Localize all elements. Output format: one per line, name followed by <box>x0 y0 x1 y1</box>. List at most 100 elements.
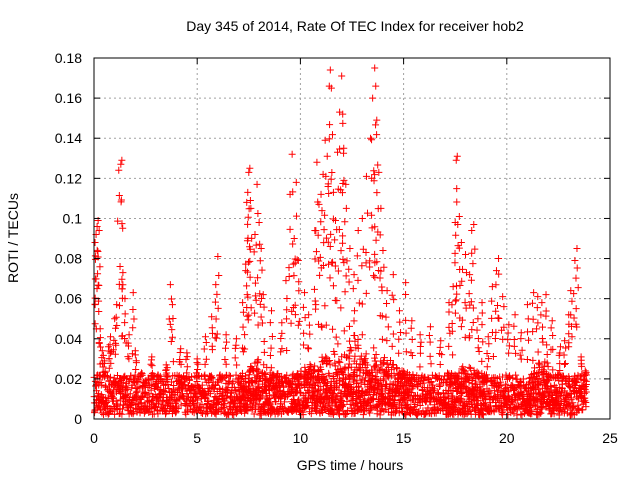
data-point <box>117 160 125 168</box>
data-point <box>225 378 233 386</box>
data-point <box>258 294 266 302</box>
data-point <box>317 190 325 198</box>
data-point <box>238 408 246 416</box>
data-point <box>251 230 259 238</box>
data-point <box>247 204 255 212</box>
data-point <box>543 350 551 358</box>
data-point <box>483 350 491 358</box>
data-point <box>111 410 119 418</box>
x-tick-label: 15 <box>396 430 412 446</box>
data-point <box>245 168 253 176</box>
data-point <box>206 373 214 381</box>
data-point <box>474 315 482 323</box>
data-point <box>198 381 206 389</box>
data-point <box>260 337 268 345</box>
data-point <box>169 358 177 366</box>
data-point <box>371 273 379 281</box>
data-point <box>91 382 99 390</box>
data-point <box>372 82 380 90</box>
data-point <box>331 236 339 244</box>
data-point <box>221 356 229 364</box>
data-point <box>331 350 339 358</box>
data-point <box>345 265 353 273</box>
data-point <box>306 361 314 369</box>
data-point <box>278 372 286 380</box>
data-point <box>356 365 364 373</box>
data-point <box>556 343 564 351</box>
data-point <box>168 326 176 334</box>
data-point <box>350 271 358 279</box>
data-point <box>561 360 569 368</box>
data-point <box>313 158 321 166</box>
data-point <box>491 335 499 343</box>
data-point <box>149 376 157 384</box>
data-point <box>291 311 299 319</box>
data-point <box>339 370 347 378</box>
data-point <box>334 340 342 348</box>
data-point <box>353 371 361 379</box>
data-point <box>294 321 302 329</box>
data-point <box>380 263 388 271</box>
data-point <box>197 409 205 417</box>
data-point <box>320 373 328 381</box>
data-point <box>468 226 476 234</box>
data-point <box>562 344 570 352</box>
data-point <box>91 300 99 308</box>
data-point <box>260 348 268 356</box>
data-point <box>451 259 459 267</box>
data-point <box>307 410 315 418</box>
data-point <box>388 342 396 350</box>
data-point <box>467 298 475 306</box>
data-point <box>383 360 391 368</box>
data-point <box>339 401 347 409</box>
data-point <box>395 349 403 357</box>
data-point <box>306 330 314 338</box>
data-point <box>517 355 525 363</box>
data-point <box>91 294 99 302</box>
data-point <box>250 410 258 418</box>
data-point <box>312 248 320 256</box>
data-point <box>129 306 137 314</box>
data-point <box>174 405 182 413</box>
data-point <box>574 404 582 412</box>
data-point <box>95 281 103 289</box>
data-point <box>108 393 116 401</box>
data-point <box>289 406 297 414</box>
data-point <box>119 224 127 232</box>
data-point <box>91 239 99 247</box>
data-point <box>329 409 337 417</box>
data-point <box>160 387 168 395</box>
data-point <box>338 403 346 411</box>
data-point <box>362 289 370 297</box>
data-point <box>537 311 545 319</box>
data-point <box>244 407 252 415</box>
data-point <box>97 343 105 351</box>
data-point <box>390 296 398 304</box>
data-point <box>574 284 582 292</box>
data-point <box>355 364 363 372</box>
data-point <box>125 376 133 384</box>
data-point <box>98 347 106 355</box>
data-point <box>469 318 477 326</box>
data-point <box>231 354 239 362</box>
data-point <box>347 346 355 354</box>
data-point <box>321 302 329 310</box>
data-point <box>104 372 112 380</box>
data-point <box>221 344 229 352</box>
data-point <box>206 390 214 398</box>
data-point <box>201 360 209 368</box>
data-point <box>339 255 347 263</box>
data-point <box>285 264 293 272</box>
data-point <box>211 392 219 400</box>
data-point <box>571 257 579 265</box>
data-point <box>243 198 251 206</box>
data-points <box>90 64 590 419</box>
data-point <box>389 330 397 338</box>
data-point <box>148 362 156 370</box>
data-point <box>115 166 123 174</box>
data-point <box>516 351 524 359</box>
data-point <box>561 360 569 368</box>
data-point <box>289 260 297 268</box>
x-tick-label: 25 <box>602 430 618 446</box>
data-point <box>96 263 104 271</box>
